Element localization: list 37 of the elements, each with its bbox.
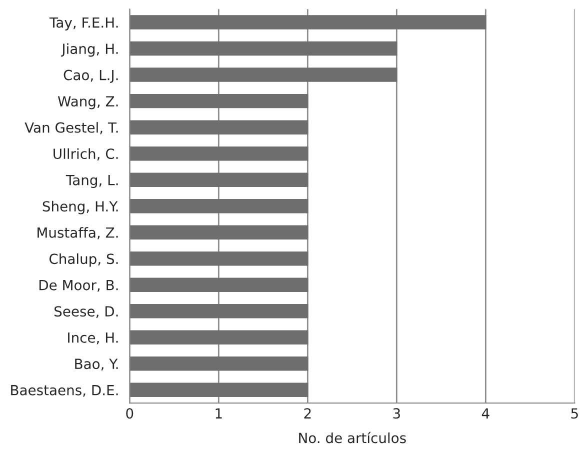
y-tick-label: Sheng, H.Y. — [42, 200, 118, 214]
x-tick-label: 4 — [482, 408, 490, 418]
x-axis-title: No. de artículos — [299, 432, 406, 444]
bar — [130, 120, 308, 134]
y-tick-label: Ince, H. — [68, 332, 118, 344]
y-tick-label: Mustaffa, Z. — [38, 227, 118, 240]
y-tick-label: De Moor, B. — [39, 280, 118, 292]
bar — [130, 304, 308, 318]
bar — [130, 68, 398, 82]
y-tick-label: Tay, F.E.H. — [49, 17, 118, 30]
bar — [130, 172, 308, 187]
x-tick-label: 2 — [304, 408, 311, 418]
y-tick-label: Jiang, H. — [60, 43, 118, 57]
y-tick-label: Wang, Z. — [58, 96, 118, 110]
bar — [130, 41, 398, 56]
y-tick-label: Chalup, S. — [49, 253, 118, 267]
bar — [130, 146, 308, 161]
bar — [130, 15, 486, 30]
x-tick-label: 5 — [571, 408, 578, 419]
x-tick-label: 3 — [393, 408, 400, 419]
bar — [130, 94, 308, 108]
bar — [130, 356, 308, 371]
y-tick-label: Baestaens, D.E. — [11, 385, 118, 397]
x-tick-label: 0 — [126, 408, 134, 419]
bar — [130, 252, 308, 266]
bar — [130, 278, 308, 292]
bar — [130, 330, 308, 345]
y-tick-label: Tang, L. — [66, 174, 118, 188]
y-tick-label: Ullrich, C. — [54, 148, 118, 160]
y-tick-label: Seese, D. — [54, 306, 118, 318]
bar — [130, 198, 308, 214]
bar — [130, 382, 308, 398]
y-tick-label: Van Gestel, T. — [24, 122, 118, 134]
bar — [130, 225, 308, 240]
x-tick-label: 1 — [216, 408, 222, 418]
y-tick-label: Bao, Y. — [75, 358, 118, 371]
y-tick-label: Cao, L.J. — [64, 70, 118, 83]
